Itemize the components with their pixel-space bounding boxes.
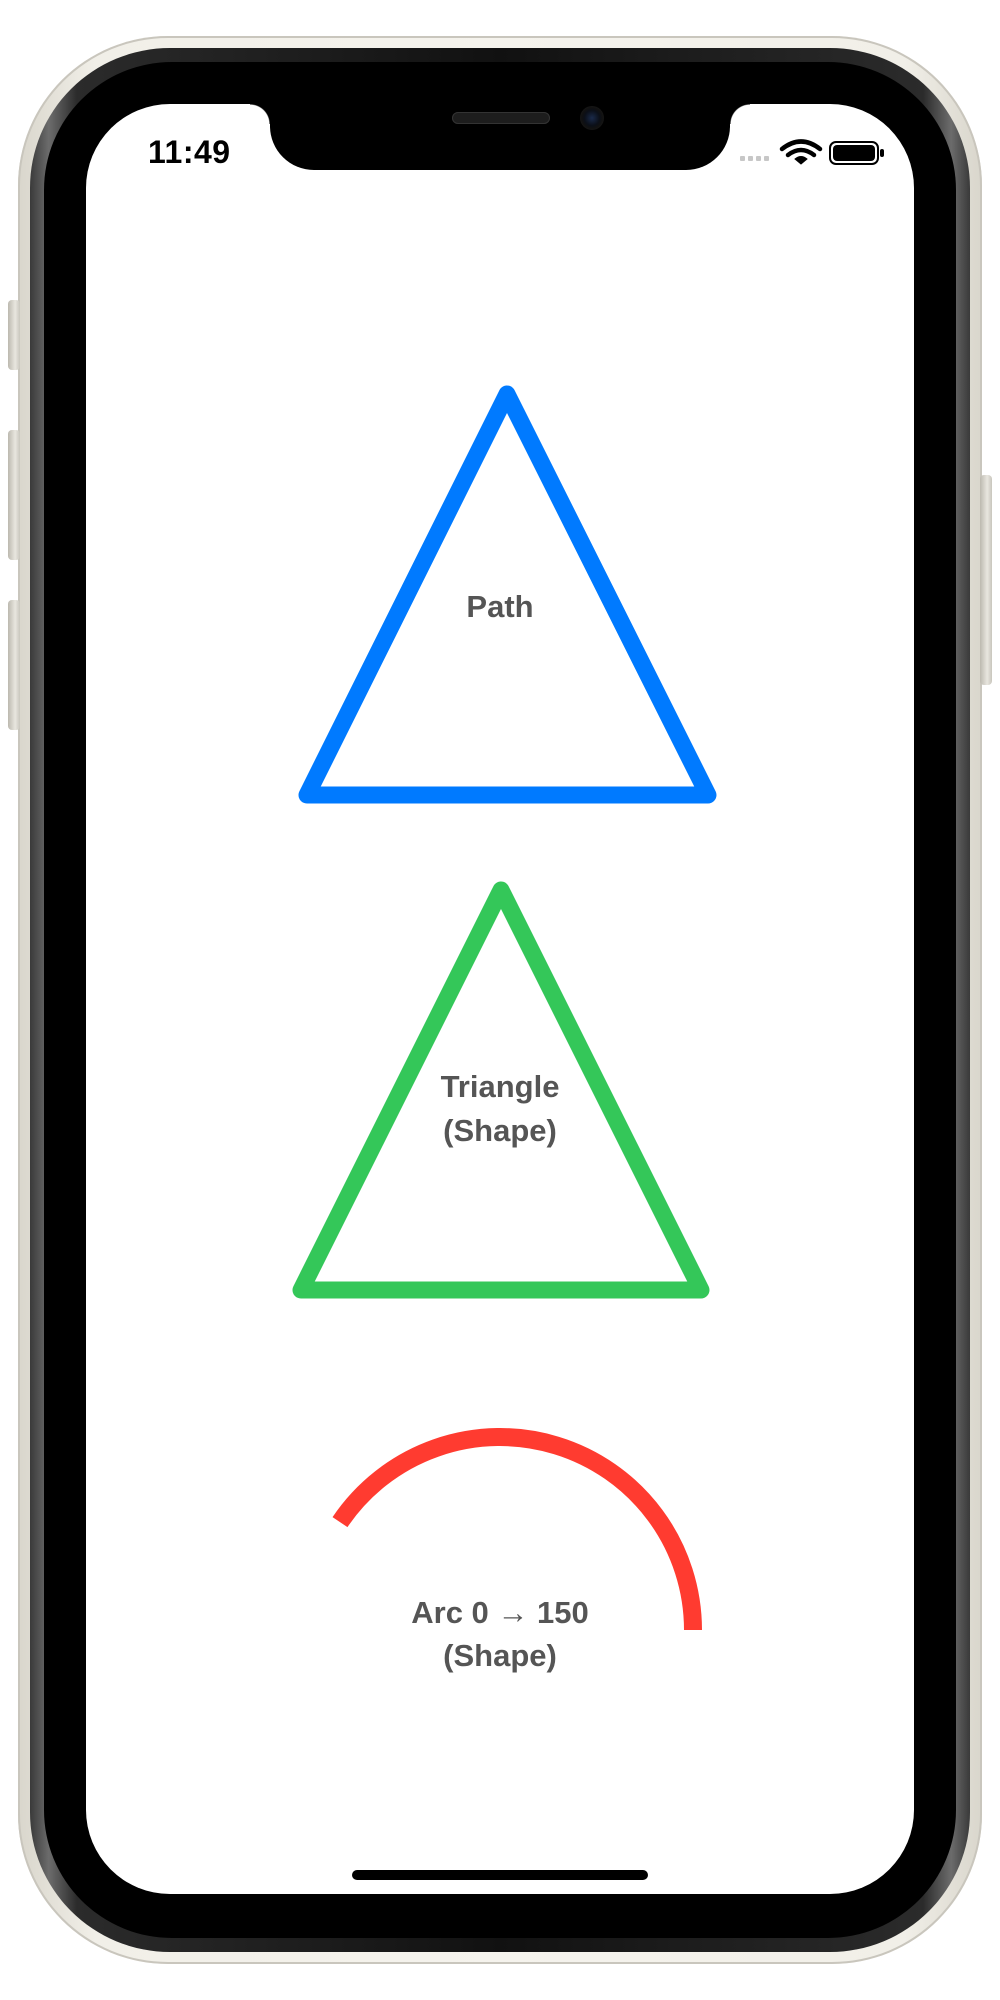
volume-down-button [8,600,20,730]
home-indicator[interactable] [352,1870,648,1880]
silent-switch [8,300,20,370]
front-camera [580,106,604,130]
battery-full-icon [829,141,884,165]
earpiece-speaker [452,112,550,124]
status-icons [740,139,884,165]
path-label: Path [466,589,534,624]
arc-label-line1: Arc 0 → 150 [411,1595,589,1630]
cellular-dots-icon [740,156,769,161]
triangle-label-line1: Triangle [440,1069,560,1104]
notch [250,104,750,170]
triangle-label-line2: (Shape) [443,1113,557,1148]
power-button [980,475,992,685]
arc-shape [332,1428,702,1631]
path-triangle-shape [298,385,717,804]
status-time: 11:49 [148,134,231,170]
wifi-icon [779,139,823,165]
arc-label-line2: (Shape) [443,1638,557,1673]
volume-up-button [8,430,20,560]
triangle-shape [292,881,710,1299]
